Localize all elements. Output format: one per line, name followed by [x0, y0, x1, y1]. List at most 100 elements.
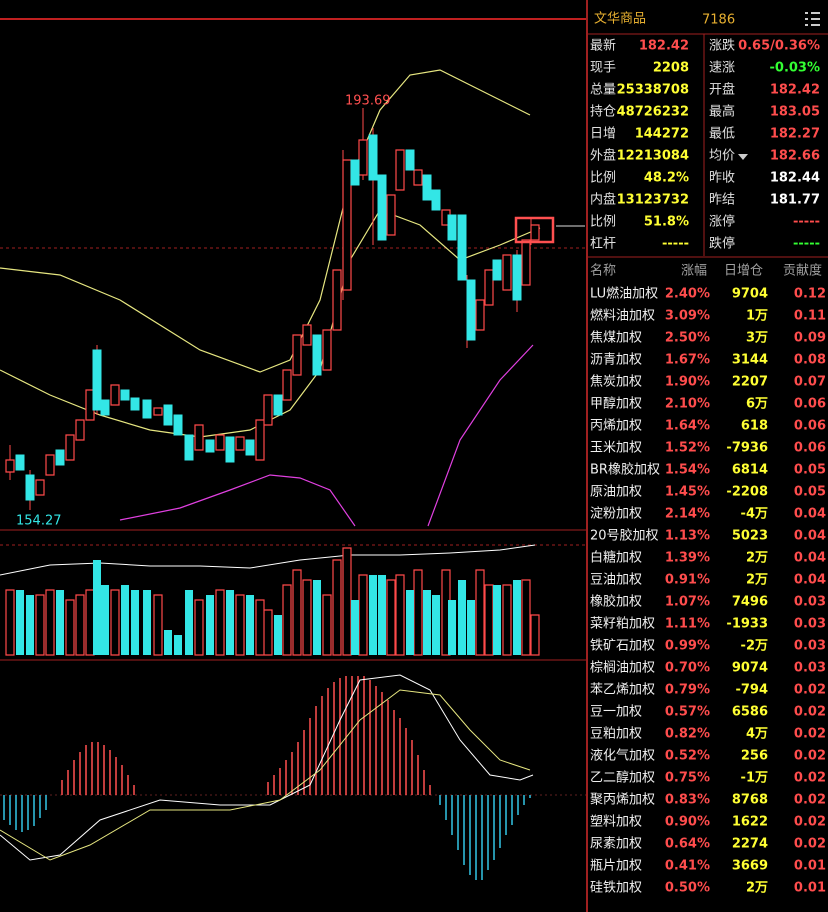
instrument-name[interactable]: 甲醇加权 — [590, 396, 642, 412]
instrument-name[interactable]: 原油加权 — [590, 484, 642, 500]
table-cell: 0.03 — [794, 661, 826, 676]
table-cell: -7936 — [726, 441, 768, 456]
instrument-name[interactable]: 沥青加权 — [590, 352, 642, 368]
table-cell: -2208 — [726, 485, 768, 500]
table-cell: -794 — [735, 683, 768, 698]
table-cell: 1.45% — [665, 485, 710, 500]
table-cell: 1.54% — [665, 463, 710, 478]
volume-down — [16, 560, 521, 655]
quote-label: 涨跌 — [709, 38, 735, 54]
table-cell: 2274 — [732, 837, 768, 852]
table-cell: 9704 — [732, 287, 768, 302]
table-header: 名称 — [590, 263, 616, 279]
table-cell: 0.83% — [665, 793, 710, 808]
table-cell: -1933 — [726, 617, 768, 632]
table-cell: 618 — [741, 419, 768, 434]
quote-value: 51.8% — [644, 215, 689, 230]
quote-value: 144272 — [635, 127, 689, 142]
instrument-name[interactable]: 20号胶加权 — [590, 528, 659, 544]
table-cell: 1万 — [746, 309, 768, 324]
table-cell: 2207 — [732, 375, 768, 390]
instrument-name[interactable]: 乙二醇加权 — [590, 770, 655, 786]
macd-hist-up — [61, 676, 431, 795]
instrument-name[interactable]: 塑料加权 — [590, 814, 642, 830]
instrument-name[interactable]: 豆粕加权 — [590, 726, 642, 742]
dropdown-arrow[interactable] — [738, 154, 748, 160]
instrument-name[interactable]: 尿素加权 — [590, 836, 642, 852]
instrument-name[interactable]: 豆油加权 — [590, 572, 642, 588]
table-cell: 0.01 — [794, 881, 826, 896]
instrument-name[interactable]: 焦煤加权 — [590, 330, 642, 346]
instrument-name[interactable]: 苯乙烯加权 — [590, 682, 655, 698]
instrument-name[interactable]: 聚丙烯加权 — [590, 792, 655, 808]
table-cell: 0.82% — [665, 727, 710, 742]
upper-band — [0, 69, 531, 373]
volume-ma — [0, 544, 536, 576]
instrument-name[interactable]: 硅铁加权 — [590, 880, 642, 896]
instrument-name[interactable]: 瓶片加权 — [590, 858, 642, 874]
table-cell: 1.67% — [665, 353, 710, 368]
instrument-name[interactable]: 菜籽粕加权 — [590, 616, 655, 632]
instrument-name[interactable]: 淀粉加权 — [590, 506, 642, 522]
highlight-box — [514, 216, 555, 244]
table-cell: 9074 — [732, 661, 768, 676]
quote-label: 最高 — [709, 104, 735, 120]
instrument-name[interactable]: LU燃油加权 — [590, 286, 658, 302]
quote-label: 杠杆 — [590, 236, 616, 252]
table-cell: 0.99% — [665, 639, 710, 654]
quote-label: 涨停 — [709, 214, 735, 230]
quote-value: 12213084 — [617, 149, 689, 164]
quote-label: 总量 — [590, 83, 616, 98]
quote-value: ----- — [662, 237, 689, 252]
table-cell: 0.79% — [665, 683, 710, 698]
instrument-name[interactable]: 液化气加权 — [590, 748, 655, 764]
table-cell: 0.09 — [794, 331, 826, 346]
quote-label: 均价 — [709, 149, 735, 164]
instrument-name[interactable]: 燃料油加权 — [590, 308, 655, 324]
table-cell: 0.02 — [794, 727, 826, 742]
menu-icon[interactable] — [805, 12, 820, 26]
table-cell: 1622 — [732, 815, 768, 830]
table-cell: 0.05 — [794, 463, 826, 478]
quote-value: 181.77 — [770, 193, 820, 208]
table-cell: 6814 — [732, 463, 768, 478]
instrument-name[interactable]: 焦炭加权 — [590, 374, 642, 390]
instrument-name[interactable]: 豆一加权 — [590, 704, 642, 720]
instrument-name[interactable]: 玉米加权 — [590, 440, 642, 456]
instrument-name[interactable]: 丙烯加权 — [590, 418, 642, 434]
table-cell: 0.52% — [665, 749, 710, 764]
table-cell: 0.70% — [665, 661, 710, 676]
table-cell: 2万 — [746, 573, 768, 588]
table-cell: 0.57% — [665, 705, 710, 720]
instrument-name[interactable]: 橡胶加权 — [590, 594, 642, 610]
instrument-name[interactable]: 铁矿石加权 — [590, 638, 655, 654]
table-cell: 0.03 — [794, 595, 826, 610]
table-cell: 256 — [741, 749, 768, 764]
table-cell: 0.03 — [794, 617, 826, 632]
instrument-name[interactable]: 白糖加权 — [590, 550, 642, 566]
quote: 最新 182.42 涨跌 0.65/0.36% 现手 2208 速涨 -0.03% 总量 2533… — [590, 38, 820, 252]
table: 名称 涨幅 日增仓 贡献度 LU燃油加权 2.40% 9704 0.12 燃料油加权 3.09% 1… — [590, 263, 826, 896]
quote-value: 182.27 — [770, 127, 820, 142]
quote-value: 13123732 — [617, 193, 689, 208]
table-cell: 2.10% — [665, 397, 710, 412]
table-cell: 0.02 — [794, 815, 826, 830]
table-cell: 0.04 — [794, 573, 826, 588]
low-label: 154.27 — [16, 514, 62, 529]
lower-band — [119, 474, 356, 527]
quote-value: 2208 — [653, 61, 689, 76]
instrument-name[interactable]: 棕榈油加权 — [590, 660, 655, 676]
quote-value: 182.42 — [639, 39, 689, 54]
table-cell: 1.39% — [665, 551, 710, 566]
table-cell: 0.04 — [794, 507, 826, 522]
table-cell: 3669 — [732, 859, 768, 874]
table-cell: 0.75% — [665, 771, 710, 786]
table-cell: 0.12 — [794, 287, 826, 302]
table-cell: 0.02 — [794, 771, 826, 786]
quote-label: 比例 — [590, 171, 616, 186]
title: 文华商品 — [594, 12, 646, 27]
quote-value: 182.66 — [770, 149, 820, 164]
instrument-name[interactable]: BR橡胶加权 — [590, 462, 660, 478]
